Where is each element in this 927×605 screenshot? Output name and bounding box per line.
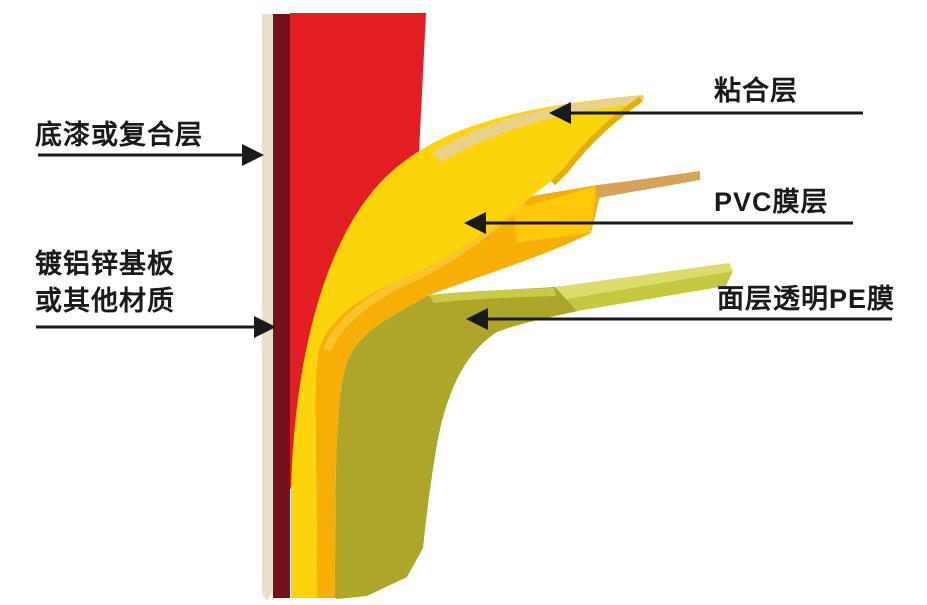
adhesive-layer-bevel <box>433 95 642 162</box>
substrate-edge-strip <box>273 14 290 598</box>
arrow-adhesive <box>549 102 863 124</box>
arrow-pe-film <box>466 308 892 330</box>
arrow-pvc-film-head <box>464 212 486 234</box>
arrow-adhesive-head <box>549 102 571 124</box>
adhesive-layer-under-edge <box>550 96 643 186</box>
label-substrate-line1: 镀铝锌基板 <box>35 249 175 279</box>
label-pvc-film: PVC膜层 <box>714 187 829 217</box>
pvc-film-tan-blade <box>595 171 700 198</box>
arrow-substrate <box>36 316 276 338</box>
label-adhesive: 粘合层 <box>714 75 798 106</box>
pvc-film-light-band <box>323 198 527 352</box>
adhesive-layer <box>291 95 644 598</box>
label-pe-film: 面层透明PE膜 <box>717 284 895 314</box>
arrow-substrate-head <box>254 316 276 338</box>
pe-film-highlight-band <box>429 288 556 303</box>
pe-film-blade-bevel <box>566 271 733 311</box>
arrow-pvc-film <box>464 212 853 234</box>
label-substrate-line2: 或其他材质 <box>35 286 175 316</box>
primer-layer-edge-strip <box>262 14 273 601</box>
pvc-film-tip-highlight <box>514 186 596 243</box>
pe-film-blade-top <box>555 263 733 299</box>
arrow-primer <box>38 144 264 166</box>
pe-film-layer <box>335 287 578 599</box>
arrow-primer-head <box>242 144 264 166</box>
label-primer: 底漆或复合层 <box>35 119 203 150</box>
arrow-pe-film-head <box>466 308 488 330</box>
